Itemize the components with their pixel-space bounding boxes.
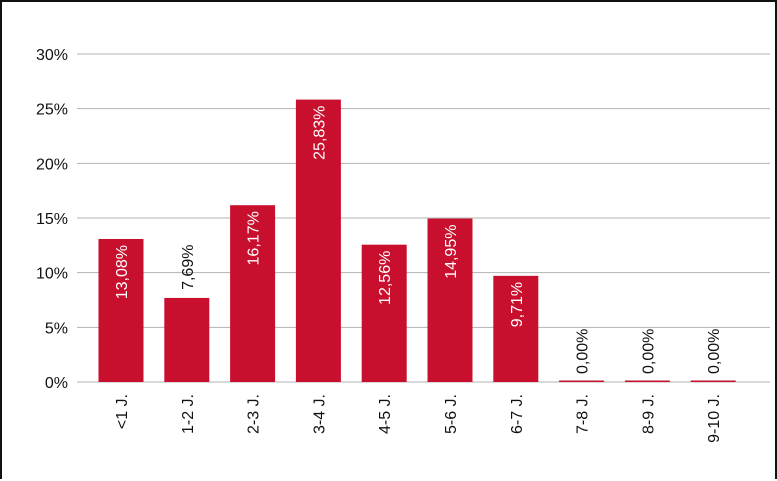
bar [295, 99, 341, 382]
y-axis-tick-labels: 0% 5% 10% 15% 20% 25% 30% [36, 47, 68, 392]
x-axis-tick-labels: <1 J. 1-2 J. 2-3 J. 3-4 J. 4-5 J. 5-6 J. 6-7 J… [114, 394, 723, 443]
bar [624, 380, 670, 382]
data-label: 13,08% [114, 245, 131, 299]
bar [98, 238, 144, 382]
y-tick-label: 15% [36, 211, 68, 228]
bar [427, 218, 473, 382]
data-label: 0,00% [575, 329, 592, 374]
x-tick-label: 3-4 J. [311, 394, 328, 434]
x-tick-label: 7-8 J. [575, 394, 592, 434]
y-tick-label: 0% [45, 375, 68, 392]
data-label: 14,95% [443, 225, 460, 279]
x-tick-label: <1 J. [114, 394, 131, 429]
y-tick-label: 30% [36, 47, 68, 64]
data-label: 16,17% [246, 211, 263, 265]
bars [98, 99, 736, 382]
data-label: 9,71% [509, 282, 526, 327]
x-tick-label: 1-2 J. [180, 394, 197, 434]
bar [361, 244, 407, 382]
bar [230, 205, 276, 382]
y-tick-label: 10% [36, 266, 68, 283]
data-label: 0,00% [706, 329, 723, 374]
y-tick-label: 5% [45, 320, 68, 337]
data-label: 0,00% [640, 329, 657, 374]
bar [690, 380, 736, 382]
data-label: 25,83% [311, 106, 328, 160]
y-tick-label: 20% [36, 156, 68, 173]
y-tick-label: 25% [36, 102, 68, 119]
bar [493, 275, 539, 382]
x-tick-label: 6-7 J. [509, 394, 526, 434]
x-tick-label: 5-6 J. [443, 394, 460, 434]
data-labels: 13,08% 7,69% 16,17% 25,83% 12,56% 14,95% 9,71%… [114, 106, 723, 374]
bar [164, 297, 210, 382]
x-tick-label: 2-3 J. [246, 394, 263, 434]
bar [559, 380, 605, 382]
data-label: 12,56% [377, 251, 394, 305]
x-tick-label: 8-9 J. [640, 394, 657, 434]
x-tick-label: 4-5 J. [377, 394, 394, 434]
data-label: 7,69% [180, 245, 197, 290]
x-tick-label: 9-10 J. [706, 394, 723, 443]
